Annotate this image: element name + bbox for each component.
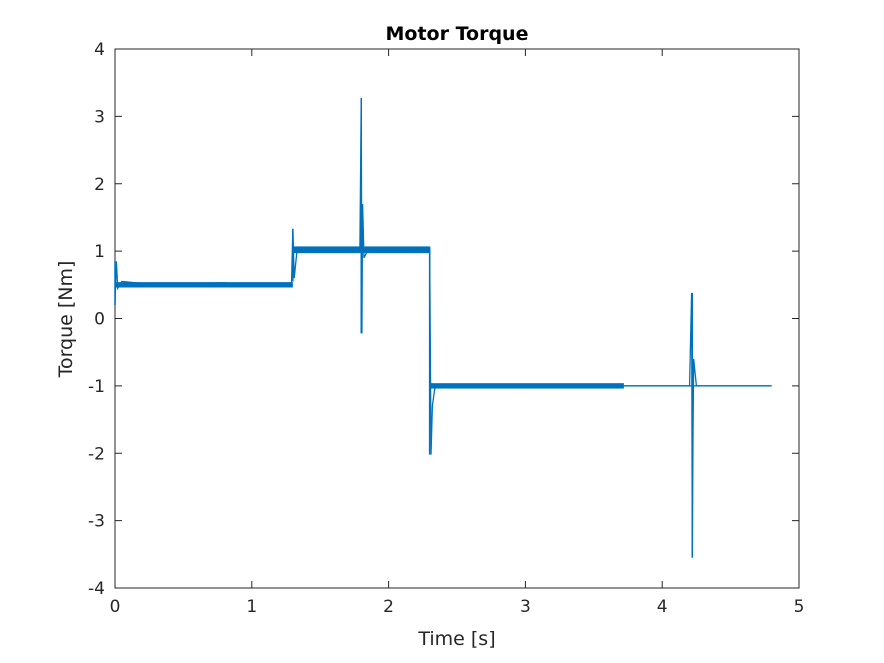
x-tick-label: 3 bbox=[520, 597, 531, 617]
series-noise-band bbox=[115, 282, 293, 288]
y-tick-label: 3 bbox=[94, 107, 105, 127]
x-axis-label: Time [s] bbox=[417, 628, 495, 650]
y-tick-label: 2 bbox=[94, 175, 105, 195]
x-tick-label: 4 bbox=[657, 597, 668, 617]
series-layer bbox=[114, 98, 772, 558]
y-tick-label: 1 bbox=[94, 242, 105, 262]
x-axis-ticks: 0 1 2 3 4 5 bbox=[110, 49, 805, 617]
x-tick-label: 1 bbox=[246, 597, 257, 617]
chart-title: Motor Torque bbox=[386, 23, 529, 45]
y-tick-label: 0 bbox=[94, 310, 105, 330]
x-tick-label: 5 bbox=[794, 597, 805, 617]
y-tick-label: -3 bbox=[88, 512, 105, 532]
y-tick-label: -1 bbox=[88, 377, 105, 397]
y-tick-label: -4 bbox=[88, 579, 105, 599]
y-tick-label: -2 bbox=[88, 444, 105, 464]
y-tick-label: 4 bbox=[94, 40, 105, 60]
series-noise-band bbox=[429, 383, 624, 389]
x-tick-label: 2 bbox=[383, 597, 394, 617]
x-tick-label: 0 bbox=[110, 597, 121, 617]
y-axis-ticks: -4 -3 -2 -1 0 1 2 3 4 bbox=[88, 40, 799, 599]
series-line bbox=[114, 98, 772, 558]
plot-area-frame bbox=[114, 48, 800, 589]
y-axis-label: Torque [Nm] bbox=[55, 261, 77, 379]
